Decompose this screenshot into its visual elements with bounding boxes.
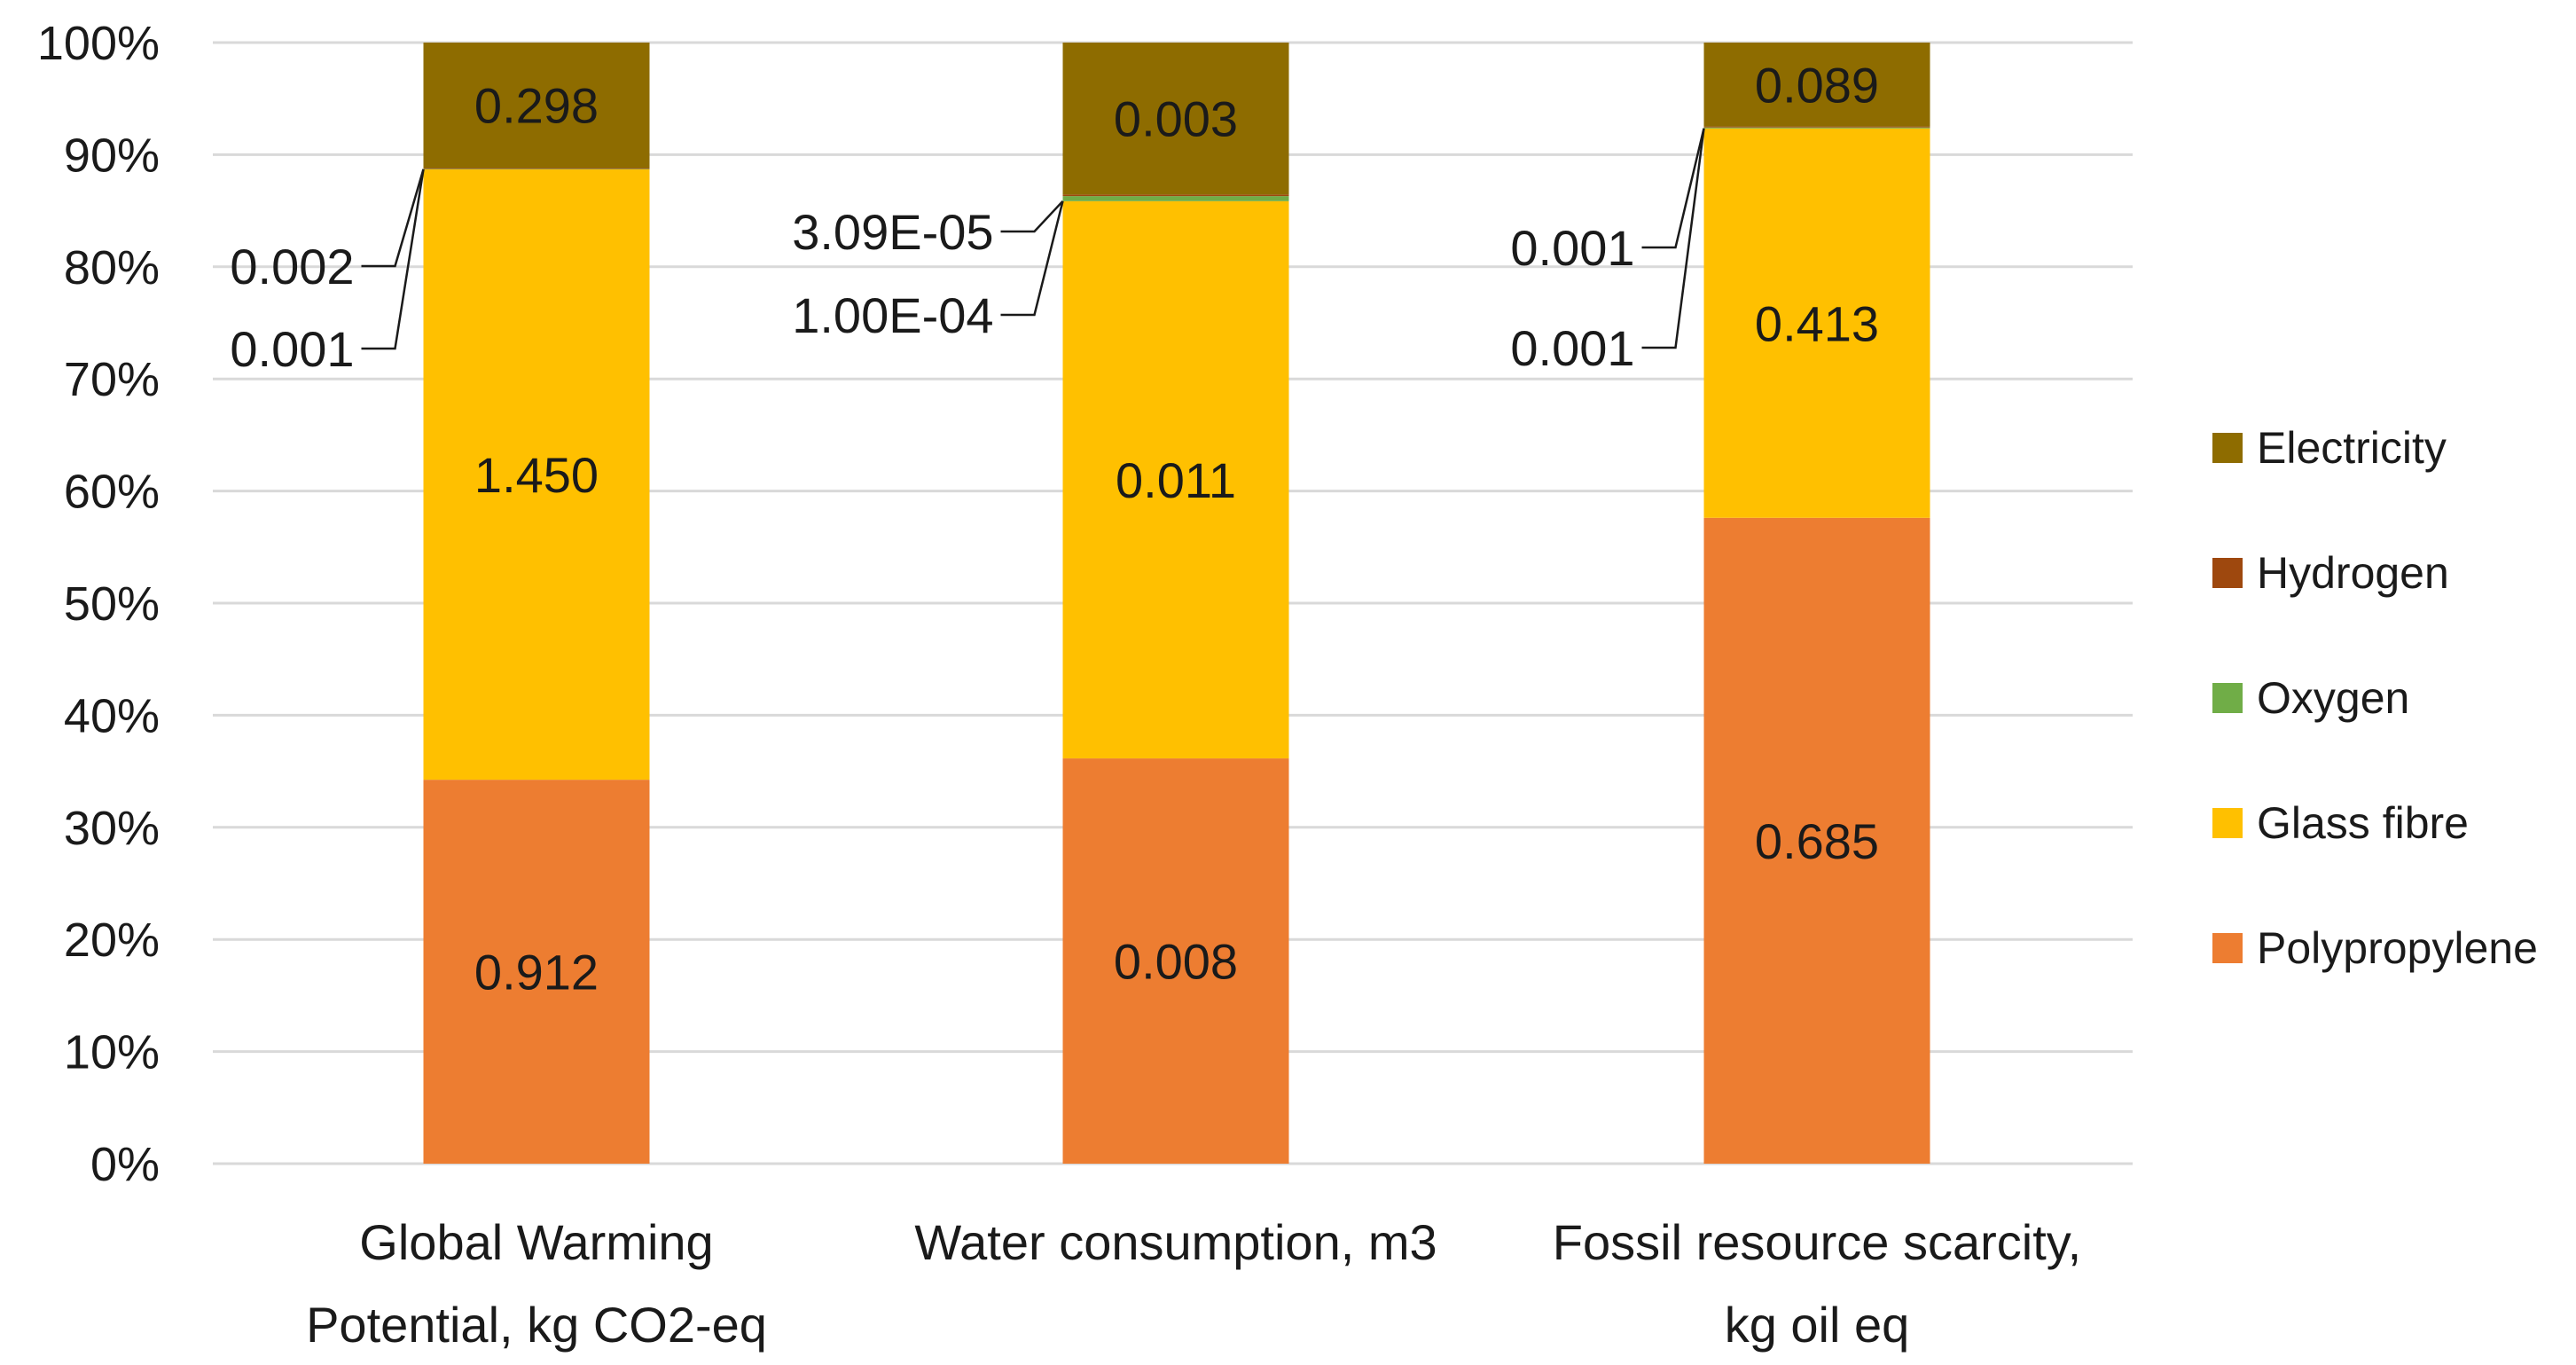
bar-hydrogen-3 — [1703, 126, 1930, 128]
bar-electricity-2 — [1062, 43, 1289, 195]
legend-swatch-electricity — [2212, 433, 2243, 463]
legend-label-oxygen: Oxygen — [2257, 673, 2409, 723]
legend-label-electricity: Electricity — [2257, 423, 2447, 473]
legend-label-glass-fibre: Glass fibre — [2257, 798, 2469, 848]
bar-polypropylene-2 — [1062, 758, 1289, 1164]
bar-glass-fibre-3 — [1703, 128, 1930, 518]
callout-line-hydrogen-1 — [361, 169, 425, 268]
legend-label-hydrogen: Hydrogen — [2257, 548, 2449, 598]
callout-label-oxygen-3: 0.001 — [1510, 320, 1634, 376]
bar-polypropylene-3 — [1703, 517, 1930, 1164]
y-tick-10: 10% — [64, 1026, 160, 1079]
bar-polypropylene-1 — [423, 780, 650, 1164]
callout-line-oxygen-3 — [1641, 128, 1705, 349]
legend-swatch-hydrogen — [2212, 558, 2243, 588]
y-tick-20: 20% — [64, 914, 160, 967]
callout-label-hydrogen-1: 0.002 — [230, 239, 354, 294]
y-tick-100: 100% — [37, 17, 160, 70]
data-label-glass-fibre-3: 0.413 — [1755, 295, 1879, 351]
callout-label-oxygen-2: 1.00E-04 — [792, 287, 993, 343]
data-label-electricity-3: 0.089 — [1755, 57, 1879, 113]
y-tick-60: 60% — [64, 466, 160, 519]
legend-label-polypropylene: Polypropylene — [2257, 923, 2538, 973]
y-tick-70: 70% — [64, 353, 160, 406]
x-category-label-2-line-1: Water consumption, m3 — [914, 1214, 1437, 1270]
y-axis-ticks: 0% 10% 20% 30% 40% 50% 60% 70% 80% 90% 100% — [37, 17, 160, 1191]
x-category-label-3-line-2: kg oil eq — [1725, 1297, 1910, 1353]
bar-oxygen-3 — [1703, 127, 1930, 129]
callout-labels: 0.002 0.001 3.09E-05 1.00E-04 0.001 0.001 — [230, 128, 1705, 377]
callout-line-hydrogen-2 — [1000, 200, 1064, 233]
legend: Electricity Hydrogen Oxygen Glass fibre Poly… — [2212, 423, 2538, 973]
x-category-label-1-line-1: Global Warming — [359, 1214, 713, 1270]
y-tick-40: 40% — [64, 689, 160, 742]
data-label-glass-fibre-1: 1.450 — [474, 447, 599, 503]
data-label-glass-fibre-2: 0.011 — [1116, 452, 1236, 508]
bar-hydrogen-2 — [1062, 194, 1289, 197]
bar-electricity-1 — [423, 43, 650, 169]
callout-line-oxygen-2 — [1000, 200, 1064, 317]
y-tick-50: 50% — [64, 577, 160, 631]
bar-oxygen-2 — [1062, 196, 1289, 201]
data-label-polypropylene-2: 0.008 — [1114, 934, 1238, 990]
bar-glass-fibre-1 — [423, 169, 650, 781]
data-label-polypropylene-3: 0.685 — [1755, 813, 1879, 869]
y-tick-30: 30% — [64, 802, 160, 855]
x-category-label-3-line-1: Fossil resource scarcity, — [1553, 1214, 2081, 1270]
x-category-label-1-line-2: Potential, kg CO2-eq — [306, 1297, 767, 1353]
data-label-electricity-2: 0.003 — [1114, 91, 1238, 147]
legend-swatch-glass-fibre — [2212, 808, 2243, 838]
bar-hydrogen-1 — [423, 168, 650, 169]
data-label-electricity-1: 0.298 — [474, 78, 599, 134]
callout-line-hydrogen-3 — [1641, 128, 1705, 249]
y-tick-90: 90% — [64, 129, 160, 182]
bar-electricity-3 — [1703, 43, 1930, 127]
legend-swatch-oxygen — [2212, 683, 2243, 713]
x-axis-categories: Global Warming Potential, kg CO2-eq Water … — [306, 1214, 2081, 1353]
data-labels: 0.912 1.450 0.298 0.008 0.011 0.003 0.685 0.413… — [474, 57, 1879, 1000]
bar-glass-fibre-2 — [1062, 200, 1289, 759]
legend-swatch-polypropylene — [2212, 933, 2243, 963]
data-label-polypropylene-1: 0.912 — [474, 945, 599, 1000]
bars — [423, 43, 1930, 1164]
callout-label-hydrogen-3: 0.001 — [1510, 220, 1634, 276]
y-tick-80: 80% — [64, 241, 160, 294]
callout-label-hydrogen-2: 3.09E-05 — [792, 204, 993, 260]
callout-line-oxygen-1 — [361, 169, 425, 350]
y-tick-0: 0% — [90, 1138, 160, 1191]
callout-label-oxygen-1: 0.001 — [230, 321, 354, 377]
